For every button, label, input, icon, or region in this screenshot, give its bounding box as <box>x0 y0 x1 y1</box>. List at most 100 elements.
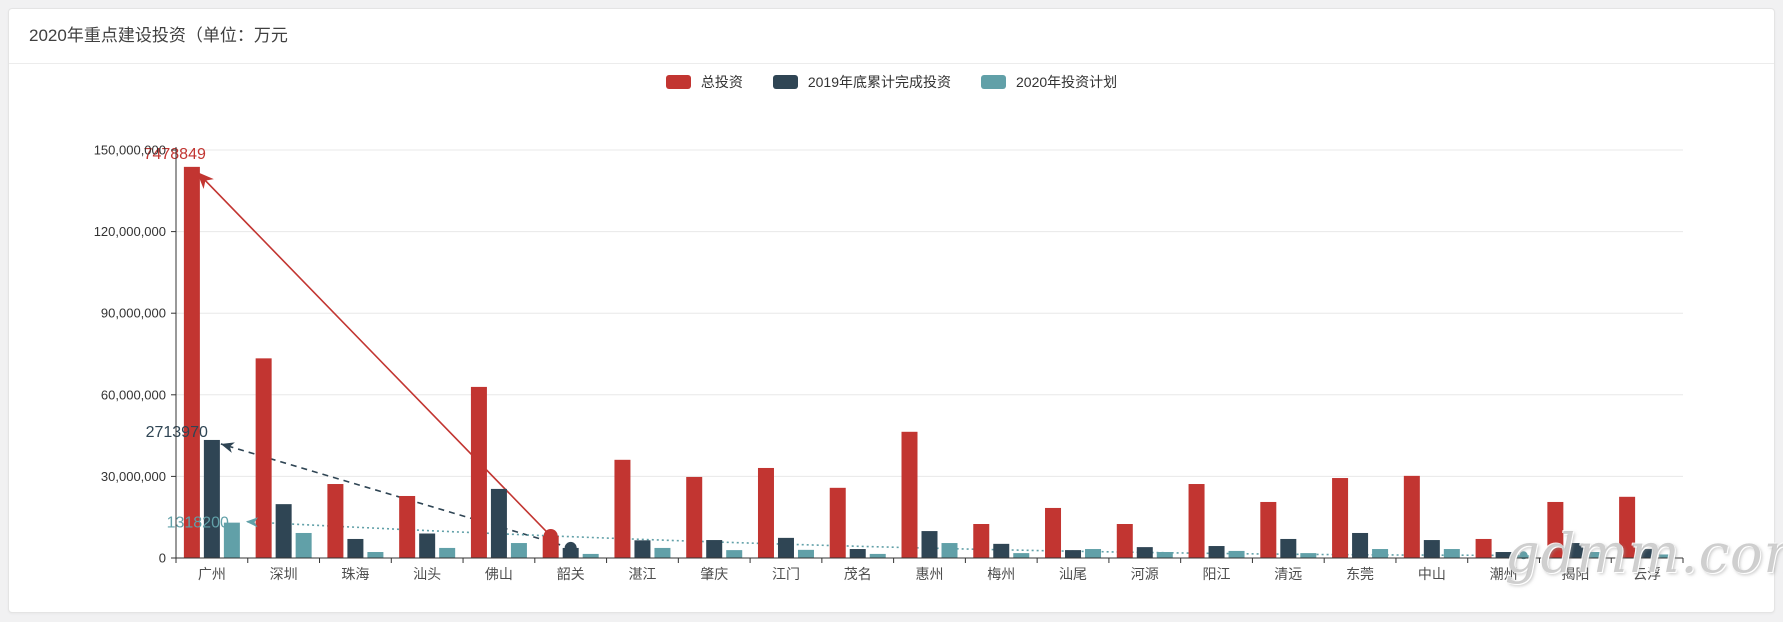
bar-总投资-中山[interactable] <box>1403 475 1420 558</box>
annotation-line-总投资 <box>196 171 552 537</box>
annotation-line-2020年投资计划 <box>245 520 1524 557</box>
page-title: 2020年重点建设投资（单位：万元 <box>29 26 288 45</box>
annotation-value-label: 7478849 <box>144 146 206 163</box>
x-axis-category-label: 阳江 <box>1203 566 1231 582</box>
annotation-line-2019年底累计完成投资 <box>220 443 571 549</box>
x-axis-category-label: 茂名 <box>844 566 872 582</box>
annotation-start-dot <box>543 528 558 543</box>
annotation-arrowhead <box>220 442 235 453</box>
bar-2020年投资计划-中山[interactable] <box>1443 549 1460 558</box>
legend-item-2[interactable]: 2019年底累计完成投资 <box>772 72 951 92</box>
bar-总投资-梅州[interactable] <box>973 524 990 558</box>
bar-2020年投资计划-梅州[interactable] <box>1013 553 1030 558</box>
y-axis-tick-label: 30,000,000 <box>101 469 166 484</box>
bar-2019年底累计完成投资-肇庆[interactable] <box>706 540 723 558</box>
bar-2020年投资计划-珠海[interactable] <box>367 552 384 558</box>
bar-总投资-江门[interactable] <box>757 467 774 558</box>
bar-2019年底累计完成投资-河源[interactable] <box>1136 547 1153 558</box>
bar-总投资-云浮[interactable] <box>1619 496 1636 558</box>
x-axis-category-label: 佛山 <box>485 566 513 582</box>
bar-2019年底累计完成投资-珠海[interactable] <box>347 538 364 558</box>
bar-2019年底累计完成投资-揭阳[interactable] <box>1567 543 1584 558</box>
bar-2020年投资计划-茂名[interactable] <box>869 553 886 558</box>
bar-2020年投资计划-汕尾[interactable] <box>1085 549 1102 558</box>
x-axis-category-label: 惠州 <box>916 566 944 582</box>
x-axis-category-label: 珠海 <box>341 566 369 582</box>
bar-总投资-清远[interactable] <box>1260 501 1277 558</box>
bar-2019年底累计完成投资-茂名[interactable] <box>849 549 866 558</box>
bar-总投资-阳江[interactable] <box>1188 484 1205 558</box>
bar-总投资-汕头[interactable] <box>399 495 416 558</box>
legend-item-label: 2019年底累计完成投资 <box>807 74 951 90</box>
x-axis-category-label: 梅州 <box>987 566 1015 582</box>
bar-2019年底累计完成投资-广州[interactable] <box>203 439 220 558</box>
bar-2019年底累计完成投资-惠州[interactable] <box>921 531 938 558</box>
bar-总投资-深圳[interactable] <box>255 358 272 558</box>
bar-总投资-广州[interactable] <box>183 166 200 558</box>
legend-swatch-icon <box>981 75 1006 89</box>
bar-2020年投资计划-汕头[interactable] <box>439 547 456 558</box>
x-axis-category-label: 韶关 <box>557 566 585 582</box>
annotation-start-dot <box>1519 551 1528 560</box>
chart-title-bar: 2020年重点建设投资（单位：万元 <box>9 9 1774 64</box>
bar-2019年底累计完成投资-云浮[interactable] <box>1639 549 1656 558</box>
y-axis-tick-label: 90,000,000 <box>101 306 166 321</box>
annotation-arrowhead <box>245 517 259 528</box>
x-axis-category-label: 潮州 <box>1490 566 1518 582</box>
bar-2019年底累计完成投资-清远[interactable] <box>1280 538 1297 558</box>
bar-2020年投资计划-深圳[interactable] <box>295 532 312 558</box>
bar-2020年投资计划-揭阳[interactable] <box>1587 552 1604 558</box>
x-axis-category-label: 中山 <box>1418 566 1446 582</box>
bar-总投资-潮州[interactable] <box>1475 538 1492 558</box>
y-axis-tick-label: 150,000,000 <box>94 143 166 158</box>
bar-2019年底累计完成投资-潮州[interactable] <box>1495 552 1512 558</box>
bar-2020年投资计划-云浮[interactable] <box>1659 554 1676 558</box>
annotation-start-dot <box>564 541 577 554</box>
bar-2020年投资计划-惠州[interactable] <box>941 543 958 558</box>
bar-2019年底累计完成投资-中山[interactable] <box>1423 540 1440 558</box>
bar-总投资-佛山[interactable] <box>470 386 487 558</box>
bar-2019年底累计完成投资-阳江[interactable] <box>1208 546 1225 558</box>
bar-2020年投资计划-东莞[interactable] <box>1372 549 1389 558</box>
bar-2019年底累计完成投资-东莞[interactable] <box>1352 532 1369 558</box>
bar-总投资-惠州[interactable] <box>901 431 918 558</box>
bar-总投资-河源[interactable] <box>1116 524 1133 558</box>
x-axis-category-label: 湛江 <box>628 566 656 582</box>
x-axis-category-label: 广州 <box>198 566 226 582</box>
legend-item-3[interactable]: 2020年投资计划 <box>981 72 1117 92</box>
bar-2020年投资计划-肇庆[interactable] <box>726 550 743 558</box>
bar-总投资-揭阳[interactable] <box>1547 501 1564 558</box>
bar-2020年投资计划-韶关[interactable] <box>582 553 599 558</box>
chart-legend: 总投资 2019年底累计完成投资 2020年投资计划 <box>9 67 1774 97</box>
chart-card: 2020年重点建设投资（单位：万元 总投资 2019年底累计完成投资 2020年投资… <box>8 8 1775 613</box>
bar-2020年投资计划-佛山[interactable] <box>510 543 527 558</box>
legend-item-label: 总投资 <box>700 74 743 90</box>
bar-2020年投资计划-湛江[interactable] <box>654 547 671 558</box>
bar-总投资-肇庆[interactable] <box>686 476 703 558</box>
legend-item-1[interactable]: 总投资 <box>665 72 743 92</box>
bar-2019年底累计完成投资-江门[interactable] <box>777 537 794 558</box>
legend-swatch-icon <box>772 75 798 89</box>
x-axis-category-label: 东莞 <box>1346 566 1374 582</box>
bar-2020年投资计划-阳江[interactable] <box>1228 550 1245 558</box>
bar-2019年底累计完成投资-汕尾[interactable] <box>1065 550 1082 558</box>
bar-2020年投资计划-江门[interactable] <box>797 549 814 558</box>
bar-总投资-珠海[interactable] <box>327 484 344 558</box>
bar-2019年底累计完成投资-梅州[interactable] <box>993 543 1010 558</box>
bar-2020年投资计划-河源[interactable] <box>1156 552 1173 558</box>
bar-2020年投资计划-清远[interactable] <box>1300 553 1317 558</box>
x-axis-category-label: 清远 <box>1274 566 1302 582</box>
bar-2019年底累计完成投资-湛江[interactable] <box>634 540 651 558</box>
x-axis-category-label: 深圳 <box>270 566 298 582</box>
bar-总投资-茂名[interactable] <box>829 487 846 558</box>
bar-2019年底累计完成投资-佛山[interactable] <box>490 488 507 558</box>
bar-总投资-湛江[interactable] <box>614 459 631 558</box>
x-axis-category-label: 河源 <box>1131 566 1159 582</box>
bar-2019年底累计完成投资-深圳[interactable] <box>275 504 292 558</box>
bar-总投资-汕尾[interactable] <box>1045 507 1062 558</box>
bar-总投资-东莞[interactable] <box>1332 478 1349 558</box>
bar-2019年底累计完成投资-汕头[interactable] <box>419 533 436 558</box>
annotation-value-label: 1318200 <box>167 515 229 532</box>
bar-2020年投资计划-广州[interactable] <box>223 522 240 558</box>
